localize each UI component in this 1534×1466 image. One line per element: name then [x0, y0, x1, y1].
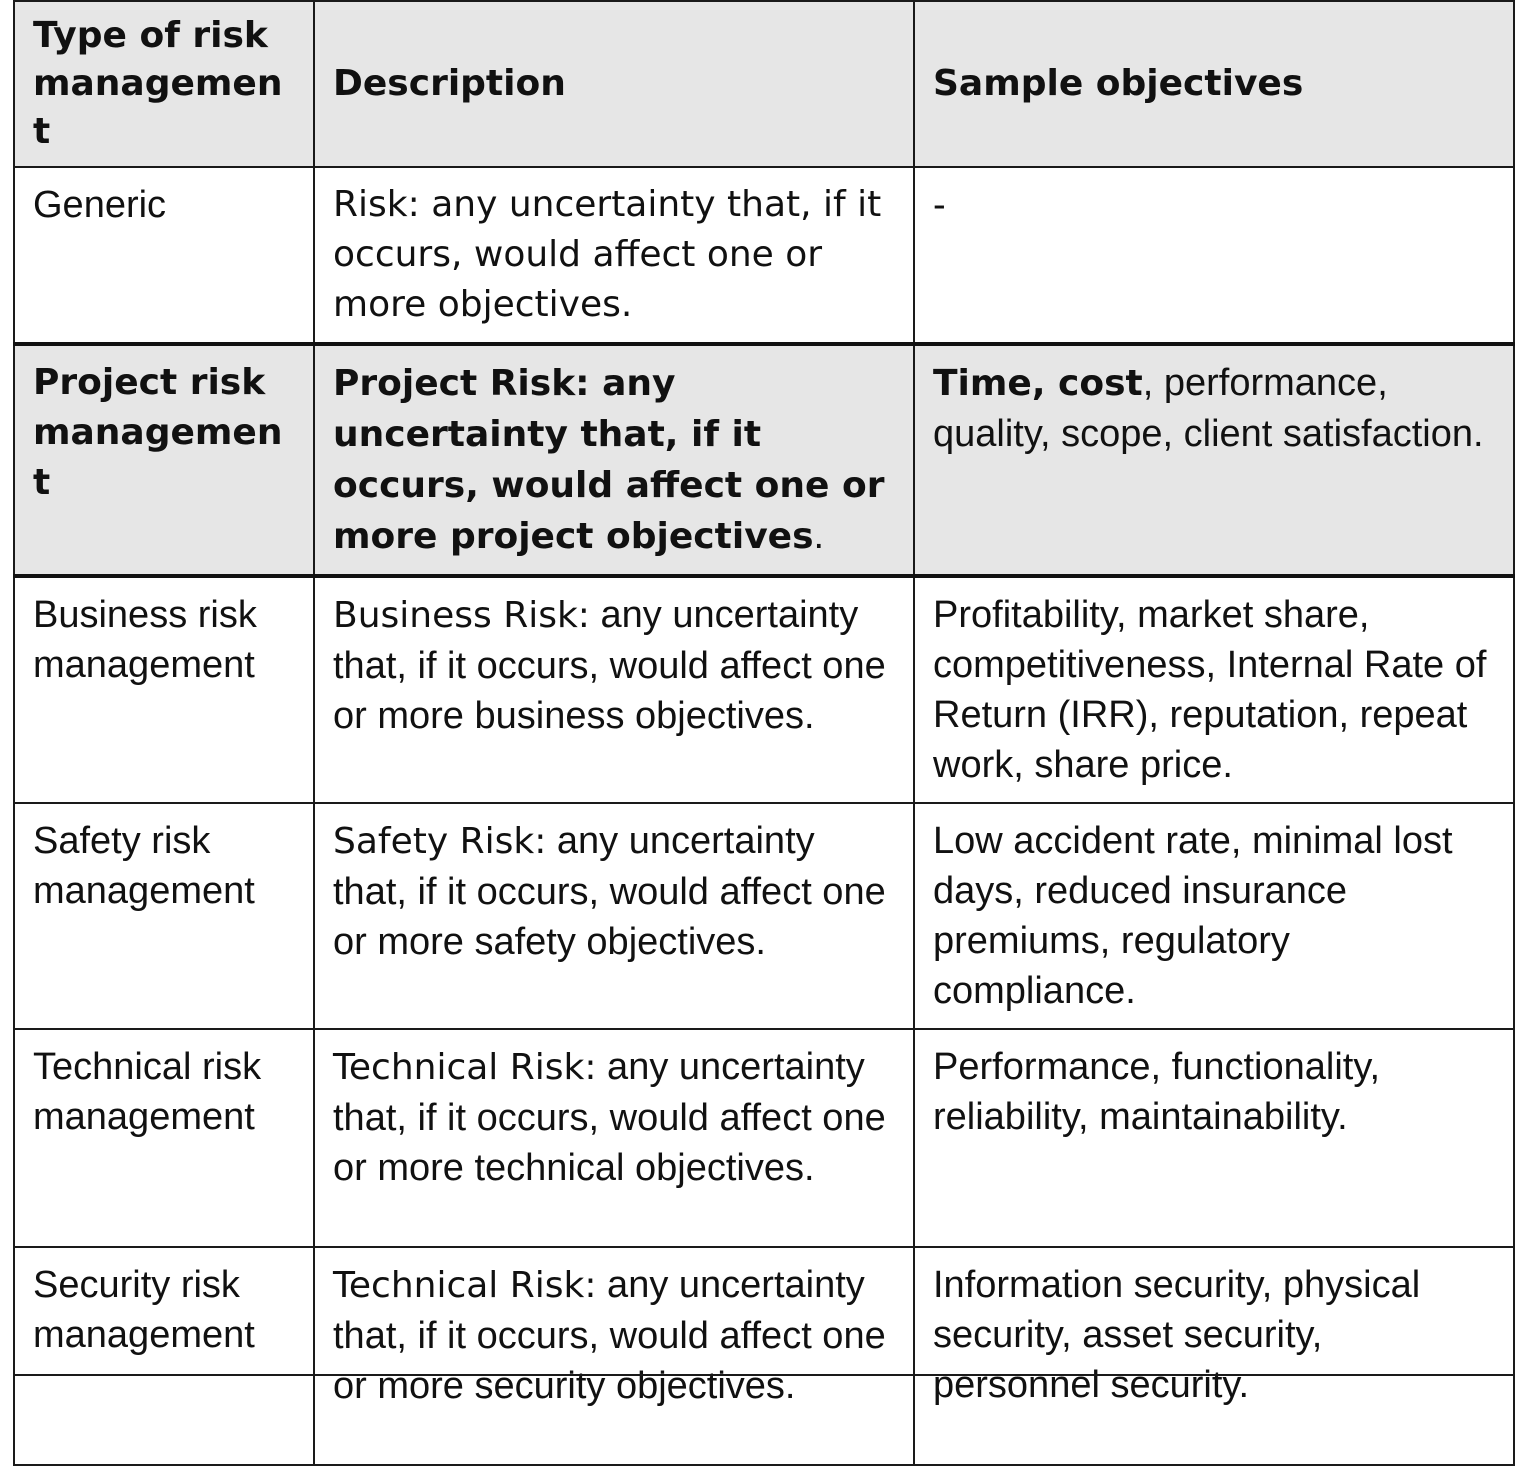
- cell-description: Technical Risk: any uncertainty that, if…: [313, 1028, 915, 1248]
- description-term: Project Risk:: [333, 363, 590, 404]
- cell-objectives: -: [913, 166, 1515, 345]
- table-row-business: Business risk management Business Risk: …: [13, 575, 1515, 804]
- description-term: Technical Risk:: [333, 1265, 597, 1306]
- table-row-generic: Generic Risk: any uncertainty that, if i…: [13, 166, 1515, 345]
- risk-management-table: Type of risk management Description Samp…: [13, 0, 1515, 1466]
- table-header: Type of risk management Description Samp…: [13, 0, 1515, 168]
- objectives-lead: Time, cost: [933, 363, 1143, 404]
- header-description: Description: [313, 0, 915, 168]
- description-text: any uncertainty that, if it occurs, woul…: [333, 594, 886, 737]
- cell-objectives: Performance, functionality, reliability,…: [913, 1028, 1515, 1248]
- header-row: Type of risk management Description Samp…: [13, 0, 1515, 168]
- cell-description: Project Risk: any uncertainty that, if i…: [313, 342, 915, 578]
- cell-objectives: Low accident rate, minimal lost days, re…: [913, 802, 1515, 1030]
- table-row-safety: Safety risk management Safety Risk: any …: [13, 802, 1515, 1030]
- cell-description: Safety Risk: any uncertainty that, if it…: [313, 802, 915, 1030]
- cell-type: Generic: [13, 166, 315, 345]
- cell-type: Safety risk management: [13, 802, 315, 1030]
- description-term: Safety Risk:: [333, 821, 547, 862]
- cell-objectives: Time, cost, performance, quality, scope,…: [913, 342, 1515, 578]
- cell-description: Business Risk: any uncertainty that, if …: [313, 575, 915, 804]
- table-bottom-rule: [13, 1374, 1515, 1376]
- table-row-security: Security risk management Technical Risk:…: [13, 1246, 1515, 1466]
- cell-type: Business risk management: [13, 575, 315, 804]
- description-term: Business Risk:: [333, 595, 590, 636]
- table-body: Generic Risk: any uncertainty that, if i…: [13, 166, 1515, 1466]
- description-text: any uncertainty that, if it occurs, woul…: [333, 820, 886, 963]
- table-row-project: Project risk management Project Risk: an…: [13, 342, 1515, 578]
- cell-type: Security risk management: [13, 1246, 315, 1466]
- objectives-text: , performance, quality, scope, client sa…: [933, 362, 1484, 455]
- cell-objectives: Information security, physical security,…: [913, 1246, 1515, 1466]
- description-end: .: [813, 515, 825, 557]
- description-term: Technical Risk:: [333, 1047, 597, 1088]
- description-text: any uncertainty that, if it occurs, woul…: [333, 363, 885, 557]
- description-text: any uncertainty that, if it occurs, woul…: [333, 1046, 886, 1189]
- description-text: Risk: any uncertainty that, if it occurs…: [333, 184, 882, 325]
- cell-type: Technical risk management: [13, 1028, 315, 1248]
- cell-objectives: Profitability, market share, competitive…: [913, 575, 1515, 804]
- cell-description: Technical Risk: any uncertainty that, if…: [313, 1246, 915, 1466]
- header-type: Type of risk management: [13, 0, 315, 168]
- cell-type: Project risk management: [13, 342, 315, 578]
- cell-description: Risk: any uncertainty that, if it occurs…: [313, 166, 915, 345]
- header-sample-objectives: Sample objectives: [913, 0, 1515, 168]
- table-row-technical: Technical risk management Technical Risk…: [13, 1028, 1515, 1248]
